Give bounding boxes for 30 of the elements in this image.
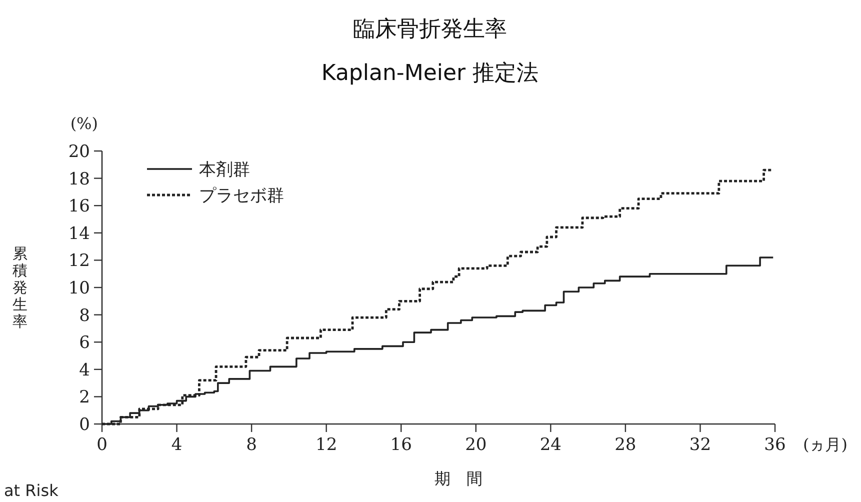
x-axis-title: 期 間 <box>434 469 482 488</box>
x-tick-label: 0 <box>96 435 108 455</box>
x-tick-label: 20 <box>465 435 487 455</box>
chart-subtitle: Kaplan-Meier 推定法 <box>321 61 539 86</box>
y-tick-label: 12 <box>68 251 90 272</box>
x-tick-label: 8 <box>246 435 257 455</box>
legend-label: プラセボ群 <box>199 186 284 206</box>
x-tick-label: 28 <box>614 435 636 455</box>
x-tick-label: 4 <box>171 435 182 455</box>
x-tick-label: 16 <box>390 435 412 455</box>
y-tick-label: 20 <box>68 142 90 162</box>
y-tick-label: 4 <box>79 360 90 380</box>
x-tick-label: 24 <box>540 435 562 455</box>
legend-label: 本剤群 <box>199 160 250 180</box>
y-tick-label: 18 <box>68 169 90 190</box>
text: (%) <box>70 114 98 133</box>
text: (ヵ月) <box>803 435 848 454</box>
y-tick-label: 8 <box>79 306 90 326</box>
y-tick-label: 6 <box>79 333 90 354</box>
y-axis-title: 累積発生率 <box>12 244 28 330</box>
y-tick-label: 16 <box>68 196 90 217</box>
x-tick-label: 12 <box>316 435 338 455</box>
chart-title: 臨床骨折発生率 <box>353 17 507 42</box>
y-tick-label: 2 <box>79 388 90 408</box>
y-tick-label: 14 <box>68 224 90 244</box>
text: at Risk <box>4 481 60 500</box>
x-tick-label: 32 <box>689 435 712 455</box>
y-tick-label: 0 <box>79 415 90 435</box>
y-tick-label: 10 <box>68 278 90 298</box>
x-tick-label: 36 <box>764 435 786 455</box>
